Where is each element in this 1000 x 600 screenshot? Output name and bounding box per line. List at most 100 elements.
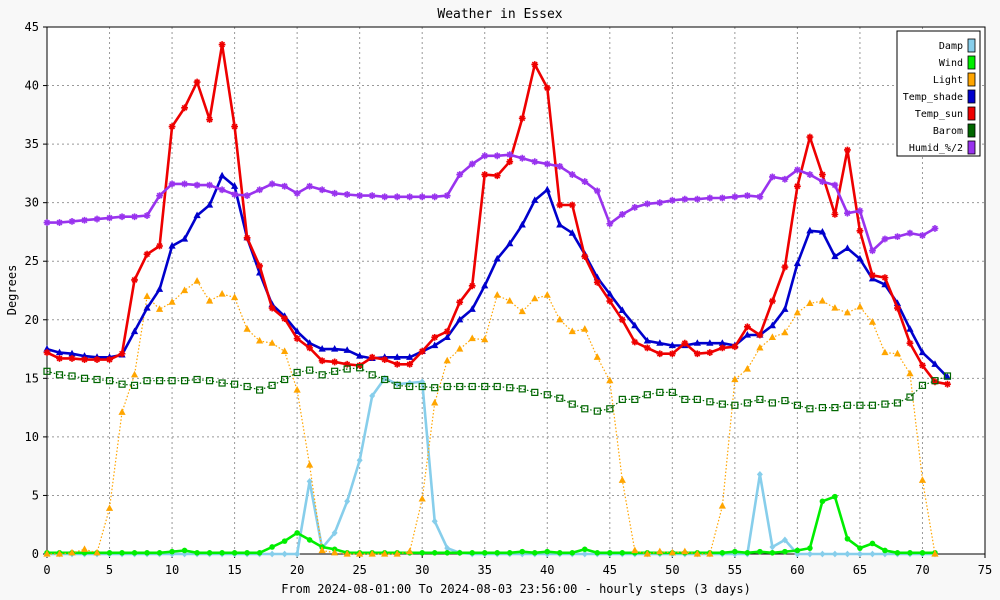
data-point <box>568 201 576 209</box>
data-point <box>155 285 164 292</box>
data-point <box>118 380 126 388</box>
data-point <box>93 356 101 363</box>
data-point <box>643 336 651 344</box>
data-point <box>718 339 726 346</box>
data-point <box>356 352 364 359</box>
data-point <box>205 377 214 385</box>
data-point <box>318 546 326 554</box>
data-point <box>831 550 838 558</box>
data-point <box>493 152 501 160</box>
data-point <box>656 388 664 396</box>
data-point <box>105 377 114 385</box>
data-point <box>668 341 676 349</box>
data-point <box>406 193 414 201</box>
data-point <box>43 219 51 226</box>
data-point <box>918 476 927 483</box>
x-tick-label: 15 <box>227 563 241 577</box>
data-point <box>368 550 376 557</box>
data-point <box>919 550 926 556</box>
data-point <box>543 291 551 298</box>
data-point <box>318 357 326 365</box>
data-point <box>506 239 514 247</box>
data-point <box>543 84 551 92</box>
data-point <box>782 548 788 555</box>
y-tick-label: 40 <box>25 79 39 93</box>
data-point <box>768 333 776 340</box>
x-tick-label: 25 <box>352 563 366 577</box>
data-point <box>668 350 676 358</box>
data-point <box>481 382 489 391</box>
data-point <box>105 504 114 511</box>
data-point <box>68 355 76 362</box>
x-tick-label: 0 <box>43 563 50 577</box>
data-point <box>494 550 501 556</box>
data-point <box>518 307 526 315</box>
data-point <box>581 550 588 558</box>
data-point <box>931 360 939 367</box>
data-point <box>431 193 439 201</box>
data-point <box>881 274 889 282</box>
data-point <box>731 375 739 383</box>
data-point <box>168 298 176 305</box>
data-point <box>443 356 451 364</box>
data-point <box>381 375 389 384</box>
y-tick-label: 30 <box>25 196 39 210</box>
data-point <box>431 398 439 406</box>
data-point <box>794 182 801 190</box>
data-point <box>743 323 751 331</box>
data-point <box>506 151 514 159</box>
data-point <box>55 550 64 557</box>
data-point <box>493 291 501 298</box>
data-point <box>743 364 751 372</box>
data-point <box>493 382 501 391</box>
data-point <box>706 398 714 406</box>
data-point <box>181 104 188 112</box>
data-point <box>143 212 151 219</box>
data-point <box>281 538 288 544</box>
data-point <box>456 382 464 391</box>
data-point <box>481 281 489 289</box>
data-point <box>281 182 289 190</box>
data-point <box>43 349 51 356</box>
data-point <box>794 547 801 554</box>
data-point <box>781 175 789 183</box>
data-point <box>343 365 351 373</box>
data-point <box>631 546 639 554</box>
data-point <box>506 158 514 166</box>
data-point <box>581 178 589 185</box>
data-point <box>343 360 351 368</box>
data-point <box>894 304 901 312</box>
y-tick-label: 5 <box>32 488 39 502</box>
data-point <box>756 395 764 404</box>
legend-label: Wind <box>939 58 963 69</box>
data-point <box>55 371 64 379</box>
data-point <box>443 333 451 340</box>
data-point <box>294 550 301 558</box>
data-point <box>594 550 601 556</box>
data-point <box>631 203 639 211</box>
data-point <box>431 384 439 392</box>
data-point <box>593 278 601 286</box>
data-point <box>643 391 651 399</box>
data-point <box>356 362 364 369</box>
data-point <box>331 529 338 537</box>
data-point <box>431 517 438 525</box>
data-point <box>606 376 614 384</box>
data-point <box>706 194 714 202</box>
data-point <box>794 166 801 174</box>
series-light <box>43 277 939 557</box>
data-point <box>606 297 614 305</box>
data-point <box>343 550 351 557</box>
data-point <box>243 192 251 200</box>
data-point <box>518 114 526 122</box>
data-point <box>606 290 614 297</box>
data-point <box>769 550 776 556</box>
data-point <box>293 189 301 197</box>
data-point <box>268 180 276 188</box>
data-point <box>493 172 501 180</box>
data-point <box>806 405 814 413</box>
data-point <box>218 41 226 48</box>
data-point <box>481 335 489 343</box>
data-point <box>68 372 76 380</box>
data-point <box>931 377 939 385</box>
